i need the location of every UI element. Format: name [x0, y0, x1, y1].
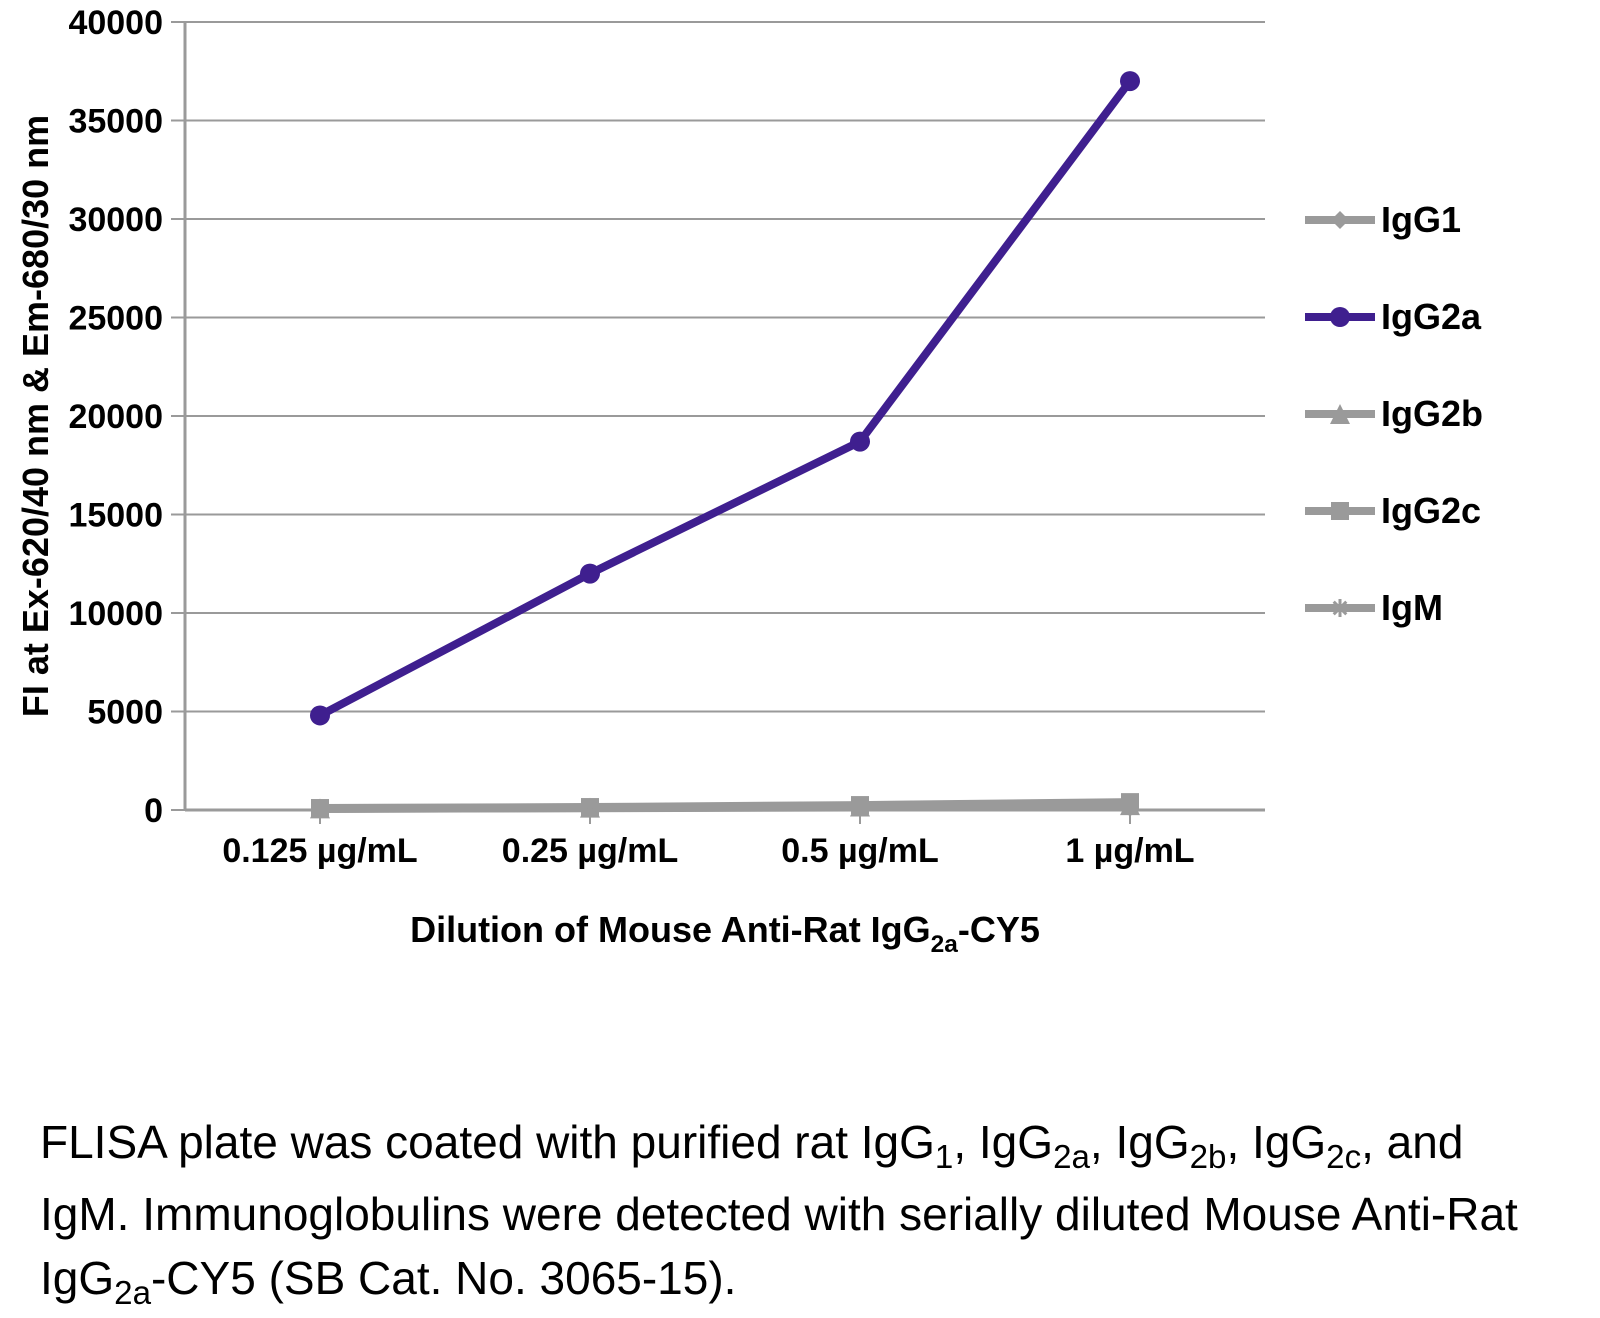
svg-text:0: 0	[144, 792, 163, 830]
svg-text:IgG1: IgG1	[1381, 199, 1461, 240]
svg-text:FI at Ex-620/40 nm & Em-680/30: FI at Ex-620/40 nm & Em-680/30 nm	[15, 115, 56, 717]
svg-text:15000: 15000	[68, 497, 163, 535]
svg-text:IgG2c: IgG2c	[1381, 490, 1481, 531]
svg-text:10000: 10000	[68, 595, 163, 633]
svg-text:0.125 µg/mL: 0.125 µg/mL	[222, 832, 417, 870]
svg-text:IgG2a: IgG2a	[1381, 296, 1482, 337]
chart-caption: FLISA plate was coated with purified rat…	[40, 1110, 1560, 1318]
svg-text:25000: 25000	[68, 300, 163, 338]
svg-text:30000: 30000	[68, 201, 163, 239]
svg-text:35000: 35000	[68, 103, 163, 141]
svg-text:5000: 5000	[87, 694, 163, 732]
svg-text:20000: 20000	[68, 398, 163, 436]
flisa-line-chart: 0 5000 10000 15000 20000 25000 30000 35000 40000…	[0, 0, 1600, 1080]
svg-text:IgM: IgM	[1381, 587, 1443, 628]
svg-text:1 µg/mL: 1 µg/mL	[1065, 832, 1194, 870]
svg-text:0.25 µg/mL: 0.25 µg/mL	[502, 832, 678, 870]
svg-text:IgG2b: IgG2b	[1381, 393, 1483, 434]
svg-text:0.5 µg/mL: 0.5 µg/mL	[781, 832, 939, 870]
svg-text:40000: 40000	[68, 4, 163, 42]
